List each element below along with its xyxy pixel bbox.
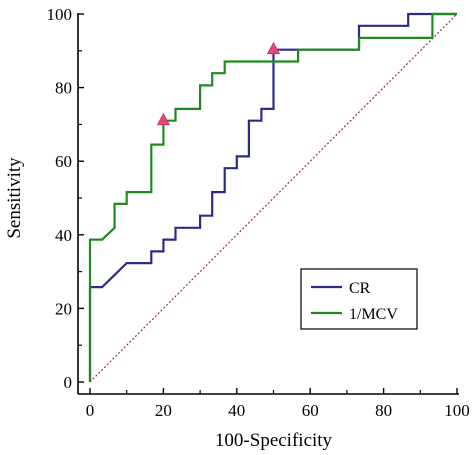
x-axis-label: 100-Specificity xyxy=(215,430,333,451)
x-tick-label: 40 xyxy=(228,401,245,420)
legend: CR 1/MCV xyxy=(300,268,418,330)
y-axis-label: Sensitivity xyxy=(4,157,25,239)
axes xyxy=(77,13,459,395)
x-tick-label: 20 xyxy=(155,401,172,420)
reference-line xyxy=(89,13,458,383)
x-tick-label: 80 xyxy=(375,401,392,420)
optimal-point-marker xyxy=(266,41,281,55)
x-tick-label: 0 xyxy=(86,401,95,420)
y-tick-label: 0 xyxy=(64,373,73,392)
legend-label: 1/MCV xyxy=(349,306,398,323)
legend-box xyxy=(300,268,418,330)
y-tick-label: 60 xyxy=(55,152,72,171)
y-tick-label: 20 xyxy=(55,299,72,318)
y-tick-label: 40 xyxy=(55,226,72,245)
optimal-point-marker xyxy=(156,112,171,126)
series-group xyxy=(88,12,457,382)
x-tick-label: 100 xyxy=(444,401,470,420)
markers-group xyxy=(156,41,281,126)
ticks: 0 20 40 60 80 100 0 20 40 60 80 100 xyxy=(47,5,470,420)
y-tick-label: 80 xyxy=(55,79,72,98)
reference-line-group xyxy=(89,13,458,383)
y-tick-label: 100 xyxy=(47,5,73,24)
legend-label: CR xyxy=(349,280,371,297)
x-tick-label: 60 xyxy=(302,401,319,420)
series-line-1-mcv xyxy=(88,12,457,382)
